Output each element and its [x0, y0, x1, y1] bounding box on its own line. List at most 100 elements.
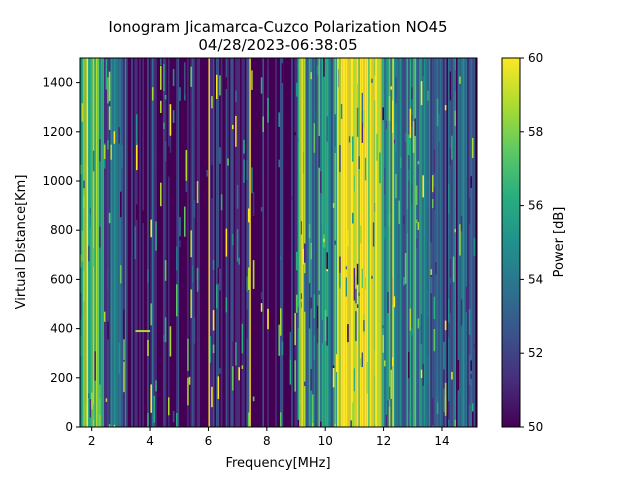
heatmap-speckle [347, 230, 349, 247]
heatmap-speckle [308, 300, 311, 329]
heatmap-speckle [313, 335, 316, 361]
heatmap-speckle [136, 142, 138, 171]
heatmap-speckle [300, 302, 303, 308]
heatmap-speckle [134, 226, 136, 260]
heatmap-speckle [387, 291, 389, 314]
heatmap-column [371, 58, 373, 427]
heatmap-speckle [430, 277, 432, 294]
interference-line [374, 58, 377, 427]
heatmap-speckle [297, 63, 300, 68]
heatmap-column [139, 58, 141, 427]
heatmap-speckle [355, 311, 357, 342]
heatmap-column [340, 58, 343, 427]
heatmap-column [115, 58, 117, 427]
heatmap-speckle [150, 384, 152, 413]
heatmap-speckle [459, 388, 461, 394]
heatmap-speckle [339, 256, 341, 287]
heatmap-column [315, 58, 317, 427]
heatmap-column [448, 58, 450, 427]
heatmap-speckle [172, 110, 175, 123]
heatmap-column [424, 58, 426, 427]
heatmap-speckle [468, 355, 471, 385]
heatmap-speckle [422, 58, 424, 76]
heatmap-speckle [448, 184, 450, 215]
heatmap-plot-area [80, 58, 477, 427]
heatmap-column [275, 58, 277, 427]
heatmap-speckle [448, 319, 450, 338]
heatmap-column [412, 58, 415, 427]
heatmap-speckle [267, 97, 269, 123]
heatmap-speckle [91, 392, 93, 410]
heatmap-column [88, 58, 90, 427]
heatmap-speckle [316, 65, 319, 76]
interference-line [249, 58, 251, 427]
heatmap-speckle [449, 259, 452, 278]
heatmap-speckle [89, 214, 92, 228]
heatmap-speckle [136, 204, 138, 220]
heatmap-column [291, 58, 293, 427]
heatmap-speckle [83, 271, 85, 302]
heatmap-speckle [155, 380, 157, 392]
heatmap-speckle [371, 275, 373, 279]
heatmap-column [118, 58, 120, 427]
heatmap-column [454, 58, 456, 427]
y-tick-label: 1400 [42, 76, 73, 90]
heatmap-column [299, 58, 301, 427]
heatmap-speckle [99, 226, 101, 248]
heatmap-speckle [236, 117, 239, 147]
heatmap-column [289, 58, 292, 427]
heatmap-speckle [267, 308, 269, 330]
heatmap-speckle [436, 371, 439, 403]
interference-line [208, 58, 210, 427]
heatmap-speckle [336, 376, 338, 391]
heatmap-speckle [260, 292, 263, 300]
heatmap-speckle [334, 240, 336, 245]
heatmap-speckle [345, 266, 348, 270]
heatmap-speckle [246, 276, 248, 292]
heatmap-column [92, 58, 95, 427]
heatmap-speckle [88, 245, 90, 262]
heatmap-speckle [164, 260, 167, 281]
heatmap-speckle [417, 318, 420, 329]
heatmap-speckle [80, 336, 82, 356]
heatmap-speckle [248, 412, 250, 427]
heatmap-speckle [169, 326, 172, 357]
heatmap-column [352, 58, 354, 427]
heatmap-column [230, 58, 232, 427]
heatmap-column [216, 58, 218, 427]
heatmap-speckle [297, 137, 300, 142]
heatmap-speckle [163, 122, 165, 130]
heatmap-speckle [169, 128, 172, 153]
heatmap-speckle [411, 328, 413, 336]
heatmap-speckle [89, 207, 92, 220]
heatmap-speckle [393, 296, 396, 308]
heatmap-column [376, 58, 378, 427]
heatmap-speckle [262, 116, 264, 132]
heatmap-speckle [123, 309, 125, 342]
heatmap-speckle [252, 396, 255, 402]
heatmap-column [212, 58, 215, 427]
heatmap-speckle [316, 328, 319, 344]
heatmap-speckle [364, 157, 367, 181]
heatmap-speckle [312, 394, 314, 424]
heatmap-column [150, 58, 152, 427]
heatmap-speckle [393, 139, 396, 144]
heatmap-speckle [411, 115, 413, 127]
heatmap-column [395, 58, 397, 427]
heatmap-speckle [192, 265, 194, 283]
heatmap-column [428, 58, 431, 427]
heatmap-speckle [360, 358, 362, 367]
heatmap-speckle [443, 341, 445, 370]
heatmap-speckle [99, 139, 101, 162]
heatmap-column [262, 58, 264, 427]
heatmap-speckle [241, 292, 244, 309]
plot-frame [79, 57, 478, 428]
heatmap-speckle [320, 143, 322, 172]
heatmap-speckle [209, 377, 212, 402]
heatmap-column [464, 58, 466, 427]
heatmap-column [406, 58, 408, 427]
heatmap-column [350, 58, 352, 427]
heatmap-speckle [185, 151, 188, 181]
heatmap-speckle [232, 233, 234, 246]
heatmap-speckle [323, 238, 325, 243]
